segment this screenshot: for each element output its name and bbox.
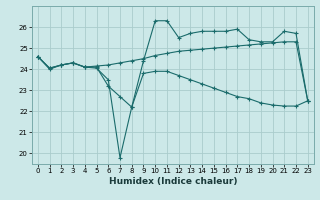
X-axis label: Humidex (Indice chaleur): Humidex (Indice chaleur)	[108, 177, 237, 186]
